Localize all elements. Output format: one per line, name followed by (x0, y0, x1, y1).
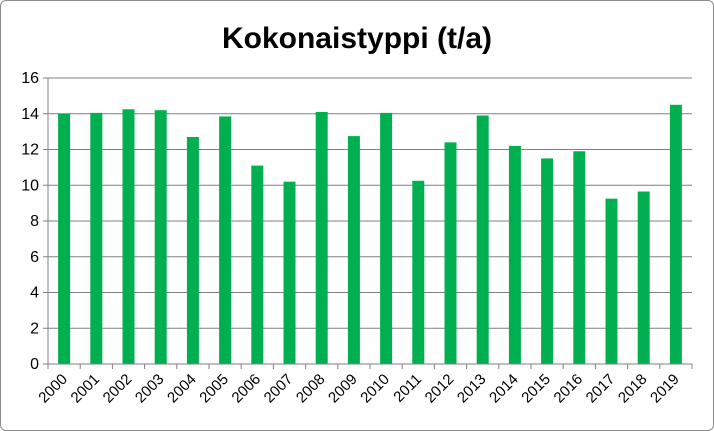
y-tick-label: 2 (30, 320, 39, 337)
bar-2002 (122, 109, 135, 364)
bar-2006 (251, 165, 264, 364)
y-tick-label: 16 (21, 70, 39, 87)
y-tick-label: 14 (21, 106, 39, 123)
bar-2005 (219, 116, 232, 365)
x-tick-label: 2004 (164, 371, 200, 407)
bar-2003 (154, 110, 167, 364)
bar-2016 (573, 151, 586, 364)
bar-2004 (186, 136, 199, 364)
bar-2014 (508, 145, 521, 364)
x-tick-label: 2012 (422, 371, 458, 407)
x-tick-label: 2006 (229, 371, 265, 407)
bar-2009 (347, 136, 360, 364)
x-tick-label: 2000 (35, 371, 71, 407)
y-tick-label: 12 (21, 142, 39, 159)
bar-2012 (444, 142, 457, 364)
y-tick-label: 8 (30, 213, 39, 230)
x-tick-label: 2017 (583, 371, 619, 407)
bar-2019 (669, 104, 682, 364)
bar-2018 (637, 191, 650, 364)
y-tick-label: 10 (21, 177, 39, 194)
bar-2001 (90, 112, 103, 364)
bar-2017 (605, 198, 618, 364)
x-tick-label: 2009 (325, 371, 361, 407)
bars (58, 104, 682, 365)
bar-2011 (412, 180, 425, 364)
bar-2007 (283, 181, 296, 364)
x-tick-label: 2015 (518, 371, 554, 407)
y-tick-label: 6 (30, 249, 39, 266)
bar-2000 (58, 113, 71, 364)
x-tick-label: 2003 (132, 371, 168, 407)
x-tick-label: 2014 (486, 371, 522, 407)
y-axis-ticks: 0 2 4 6 8 10 12 14 16 (21, 70, 48, 373)
x-tick-label: 2019 (647, 371, 683, 407)
x-axis-ticks: 2000200120022003200420052006200720082009… (35, 364, 693, 407)
x-tick-label: 2011 (390, 371, 425, 406)
x-tick-label: 2013 (454, 371, 490, 407)
bar-2015 (541, 158, 554, 364)
x-tick-label: 2002 (100, 371, 136, 407)
x-tick-label: 2008 (293, 371, 329, 407)
bar-2010 (380, 112, 393, 364)
x-tick-label: 2007 (261, 371, 297, 407)
bar-2008 (315, 111, 328, 365)
x-tick-label: 2005 (196, 371, 232, 407)
x-tick-label: 2016 (551, 371, 587, 407)
bar-2013 (476, 115, 489, 364)
y-tick-label: 4 (30, 285, 39, 302)
x-tick-label: 2018 (615, 371, 651, 407)
chart-title: Kokonaistyppi (t/a) (222, 22, 492, 55)
x-tick-label: 2010 (357, 371, 393, 407)
gridlines (48, 77, 692, 329)
x-tick-label: 2001 (68, 371, 104, 407)
y-tick-label: 0 (30, 356, 39, 373)
